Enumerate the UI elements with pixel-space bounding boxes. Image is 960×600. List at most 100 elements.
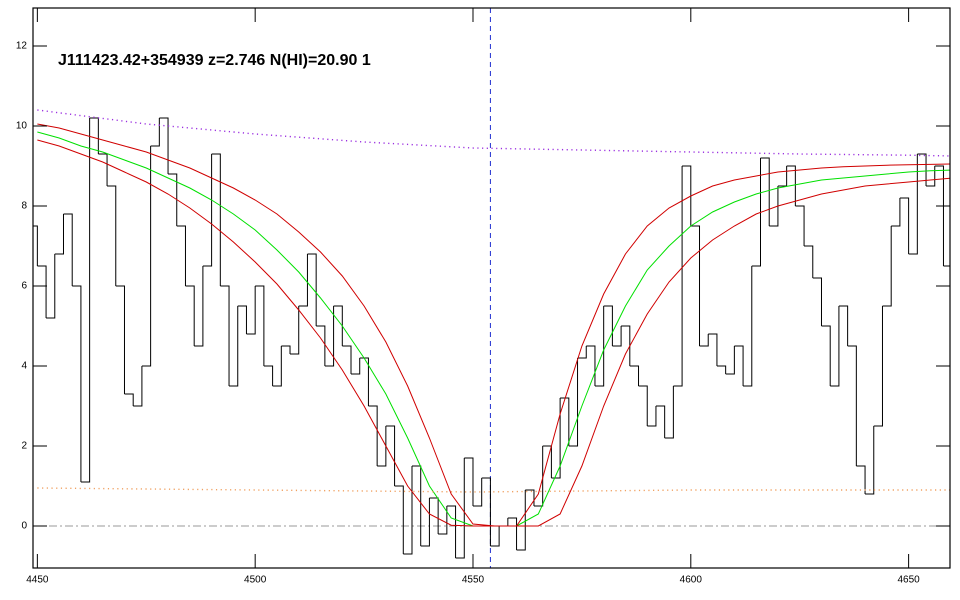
flux-step <box>298 254 308 307</box>
flux-step <box>368 405 378 466</box>
flux-step <box>882 226 892 307</box>
flux-step <box>211 153 221 286</box>
flux-step <box>490 526 500 547</box>
flux-step <box>394 485 404 554</box>
flux-step <box>795 205 805 246</box>
flux-step <box>438 506 448 535</box>
flux-step <box>220 285 230 386</box>
flux-step <box>185 285 195 346</box>
flux-step <box>107 185 117 286</box>
flux-step <box>629 365 640 386</box>
flux-step <box>917 153 927 186</box>
plot-area <box>33 8 950 568</box>
flux-step <box>682 165 692 226</box>
flux-step <box>403 466 413 555</box>
flux-step <box>838 305 849 346</box>
flux-step <box>891 198 901 227</box>
flux-step <box>786 165 796 206</box>
flux-step <box>54 214 64 255</box>
flux-step <box>72 285 82 482</box>
flux-step <box>124 393 134 406</box>
x-tick-label: 4650 <box>897 575 920 586</box>
flux-step <box>673 166 683 387</box>
flux-step <box>115 285 125 394</box>
continuum-line <box>37 109 950 157</box>
flux-step <box>342 345 352 374</box>
flux-step <box>159 117 169 174</box>
flux-step <box>777 166 788 187</box>
flux-step <box>333 305 343 346</box>
x-tick-label: 4550 <box>462 575 485 586</box>
flux-step <box>865 426 875 495</box>
y-tick-label: 8 <box>21 201 27 212</box>
flux-step <box>621 325 631 366</box>
y-tick-label: 10 <box>16 121 28 132</box>
flux-step <box>141 146 152 367</box>
flux-step <box>307 253 317 326</box>
flux-step <box>472 478 483 507</box>
flux-step <box>281 345 291 354</box>
flux-step <box>80 118 91 483</box>
flux-step <box>33 225 38 266</box>
flux-step <box>751 158 762 267</box>
x-tick-label: 4500 <box>244 575 267 586</box>
flux-step <box>168 173 178 226</box>
flux-step <box>316 325 326 366</box>
flux-step <box>385 425 396 486</box>
flux-step <box>734 345 744 386</box>
flux-step <box>359 357 369 406</box>
flux-step <box>856 465 866 494</box>
flux-step <box>533 446 544 507</box>
flux-step <box>804 245 814 278</box>
flux-step <box>908 154 918 255</box>
flux-step <box>603 305 613 346</box>
flux-step <box>499 518 509 527</box>
error-line <box>37 487 950 493</box>
flux-step <box>655 405 666 438</box>
flux-step <box>246 286 256 335</box>
flux-step <box>377 426 387 467</box>
flux-step <box>464 457 474 506</box>
flux-step <box>716 365 727 374</box>
flux-step <box>638 385 648 426</box>
flux-step <box>821 325 831 386</box>
flux-step <box>708 333 718 366</box>
flux-step <box>176 225 186 286</box>
flux-step <box>577 346 587 359</box>
y-tick-label: 2 <box>21 441 27 452</box>
flux-step <box>455 458 465 559</box>
flux-step <box>481 477 491 546</box>
flux-step <box>63 213 73 286</box>
fit-lower-line <box>37 139 950 527</box>
flux-step <box>150 118 160 147</box>
flux-step <box>446 505 457 558</box>
flux-step <box>873 306 883 427</box>
flux-step <box>690 225 701 346</box>
flux-step <box>411 465 422 546</box>
flux-step <box>351 358 361 375</box>
chart-title: J111423.42+354939 z=2.746 N(HI)=20.90 1 <box>58 52 371 69</box>
flux-step <box>202 154 213 267</box>
flux-step <box>272 346 282 387</box>
plot-frame <box>32 7 951 569</box>
fit-line <box>37 131 950 527</box>
flux-step <box>725 346 735 375</box>
flux-step <box>516 490 526 551</box>
flux-step <box>926 166 936 187</box>
flux-step <box>46 254 56 319</box>
flux-step <box>812 277 822 326</box>
flux-step <box>847 345 857 466</box>
flux-step <box>769 186 779 227</box>
flux-step <box>237 305 247 334</box>
flux-step <box>934 165 944 266</box>
flux-step <box>133 366 143 407</box>
fit-upper-line <box>37 123 950 527</box>
y-tick-label: 12 <box>16 41 28 52</box>
flux-step <box>290 306 300 355</box>
flux-step <box>594 306 605 387</box>
flux-step <box>612 326 622 347</box>
flux-step <box>194 266 204 347</box>
flux-step <box>760 157 770 226</box>
y-tick-label: 0 <box>21 521 27 532</box>
